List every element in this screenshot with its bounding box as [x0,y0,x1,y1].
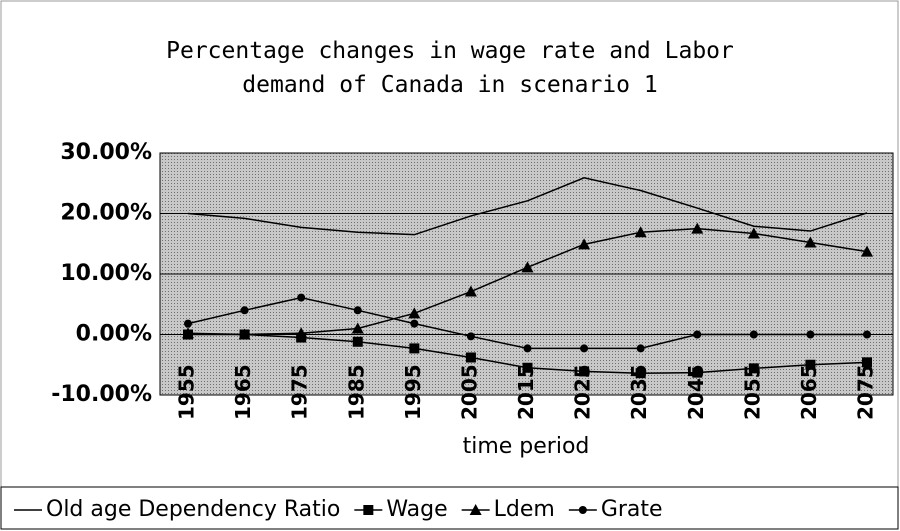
marker [805,359,816,370]
x-tick-label: 1995 [401,364,425,420]
x-tick-label: 1975 [288,364,312,420]
marker [635,368,646,379]
x-tick-label: 2005 [457,364,481,420]
marker [351,322,364,334]
marker [580,344,589,353]
x-tick-label: 1985 [344,364,368,420]
legend: Old age Dependency Ratio Wage Ldem Grate [14,497,663,522]
legend-label: Grate [601,497,663,522]
x-tick-label: 2065 [797,364,821,420]
legend-label: Wage [386,497,447,522]
marker [692,367,703,378]
y-tick-label: 30.00% [60,140,152,165]
marker [465,352,476,363]
marker [521,261,534,273]
marker [748,363,759,374]
legend-box [0,486,899,530]
marker [693,330,702,339]
legend-label: Old age Dependency Ratio [46,497,340,522]
x-tick-label: 1955 [175,364,199,420]
marker [804,236,817,248]
y-tick-label: -10.00% [51,382,152,407]
chart-title: Percentage changes in wage rate and Labo… [166,38,734,98]
marker [352,336,363,347]
marker [861,245,873,257]
marker [862,357,872,368]
marker [238,328,251,340]
marker [863,330,871,339]
marker [522,362,533,373]
marker [578,238,591,250]
marker [297,293,306,302]
x-tick-label: 1965 [231,364,255,420]
x-tick-label: 2055 [740,364,764,420]
y-tick-label: 10.00% [60,261,152,286]
x-tick-label: 2075 [854,364,878,420]
marker [408,307,421,319]
marker [691,222,704,234]
marker [410,319,419,328]
y-tick-label: 0.00% [76,322,152,347]
marker [409,343,420,354]
marker [240,306,249,315]
y-tick-label: 20.00% [60,201,152,226]
marker [749,330,758,339]
marker [578,506,587,514]
marker [295,327,308,339]
marker [363,505,374,515]
marker [806,330,815,339]
marker [466,332,475,341]
marker [464,285,477,297]
marker [353,306,362,315]
marker [469,504,482,515]
marker [636,344,645,353]
x-axis-label: time period [463,434,590,459]
marker [634,226,647,238]
marker [184,319,192,328]
marker [747,227,760,239]
marker [579,366,590,377]
x-tick-label: 2015 [514,364,538,420]
marker [523,344,532,353]
series-line [187,177,868,236]
marker [182,327,194,339]
legend-label: Ldem [494,497,555,522]
